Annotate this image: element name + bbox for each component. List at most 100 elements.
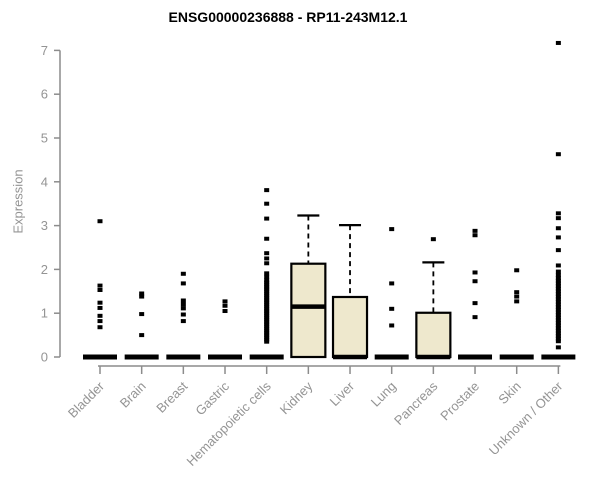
outlier-point [555, 152, 561, 157]
outlier-point [555, 235, 561, 240]
outlier-point [222, 309, 228, 314]
x-category-label: Kidney [277, 378, 316, 417]
outlier-point [139, 312, 145, 317]
y-tick-label: 0 [41, 350, 48, 365]
outlier-point [264, 306, 270, 311]
outlier-point [180, 271, 186, 276]
outlier-point [264, 293, 270, 298]
outlier-point [264, 328, 270, 333]
outlier-point [139, 333, 145, 338]
outlier-point [472, 301, 478, 306]
y-tick-label: 6 [41, 87, 48, 102]
outlier-point [222, 303, 228, 308]
collapsed-box [208, 354, 243, 360]
outlier-point [180, 302, 186, 307]
outlier-point [180, 306, 186, 311]
outlier-point [139, 291, 145, 296]
outlier-point [472, 228, 478, 233]
outlier-point [555, 269, 561, 274]
outlier-point [264, 274, 270, 279]
outlier-point [555, 284, 561, 289]
outlier-point [264, 282, 270, 287]
box [290, 262, 327, 359]
x-category-label: Brain [117, 379, 149, 411]
y-tick-label: 2 [41, 262, 48, 277]
outlier-point [264, 188, 270, 193]
outlier-point [472, 315, 478, 320]
outlier-point [264, 216, 270, 221]
outlier-point [555, 273, 561, 278]
outlier-point [264, 201, 270, 206]
outlier-point [264, 287, 270, 292]
x-category-label: Lung [368, 379, 399, 410]
y-tick-label: 4 [41, 174, 48, 189]
outlier-point [555, 286, 561, 291]
outlier-point [264, 236, 270, 241]
outlier-point [555, 294, 561, 299]
outlier-point [264, 278, 270, 283]
outlier-point [514, 299, 520, 304]
y-tick-label: 7 [41, 43, 48, 58]
outlier-point [555, 216, 561, 221]
x-category-label: Prostate [437, 379, 482, 424]
outlier-point [430, 237, 436, 242]
outlier-point [264, 330, 270, 335]
outlier-point [389, 281, 395, 286]
outlier-point [264, 300, 270, 305]
outlier-point [97, 300, 103, 305]
x-category-label: Liver [327, 378, 358, 409]
outlier-point [180, 312, 186, 317]
outlier-point [555, 320, 561, 325]
outlier-point [555, 305, 561, 310]
chart-title: ENSG00000236888 - RP11-243M12.1 [168, 9, 408, 25]
x-category-label: Breast [153, 378, 190, 415]
outlier-point [555, 318, 561, 323]
outlier-point [555, 326, 561, 331]
outlier-point [555, 310, 561, 315]
x-category-label: Gastric [192, 378, 232, 418]
x-category-label: Skin [495, 379, 523, 407]
outlier-point [555, 312, 561, 317]
outlier-point [180, 281, 186, 286]
collapsed-box [124, 354, 159, 360]
outlier-point [264, 280, 270, 285]
outlier-point [264, 333, 270, 338]
outlier-point [264, 256, 270, 261]
collapsed-box [83, 354, 117, 360]
outlier-point [555, 315, 561, 320]
outlier-point [555, 323, 561, 328]
outlier-point [264, 291, 270, 296]
outlier-point [555, 345, 561, 350]
outlier-point [555, 40, 561, 45]
outlier-point [389, 306, 395, 311]
outlier-point [264, 324, 270, 329]
outlier-point [555, 226, 561, 231]
collapsed-box [499, 354, 534, 360]
x-category-label: Bladder [65, 378, 108, 421]
outlier-point [555, 333, 561, 338]
outlier-point [389, 227, 395, 232]
outlier-point [97, 313, 103, 318]
outlier-point [264, 271, 270, 276]
outlier-point [389, 323, 395, 328]
outlier-point [264, 302, 270, 307]
outlier-point [555, 331, 561, 336]
outlier-point [97, 219, 103, 224]
outlier-point [264, 315, 270, 320]
outlier-point [472, 279, 478, 284]
outlier-point [472, 233, 478, 238]
collapsed-box [541, 354, 576, 360]
outlier-point [555, 289, 561, 294]
y-tick-label: 5 [41, 131, 48, 146]
outlier-point [264, 317, 270, 322]
collapsed-box [166, 354, 201, 360]
outlier-point [180, 319, 186, 324]
outlier-point [264, 337, 270, 342]
outlier-point [264, 298, 270, 303]
outlier-point [180, 298, 186, 303]
y-tick-label: 3 [41, 218, 48, 233]
outlier-point [139, 294, 145, 299]
y-tick-label: 1 [41, 306, 48, 321]
outlier-point [264, 322, 270, 327]
